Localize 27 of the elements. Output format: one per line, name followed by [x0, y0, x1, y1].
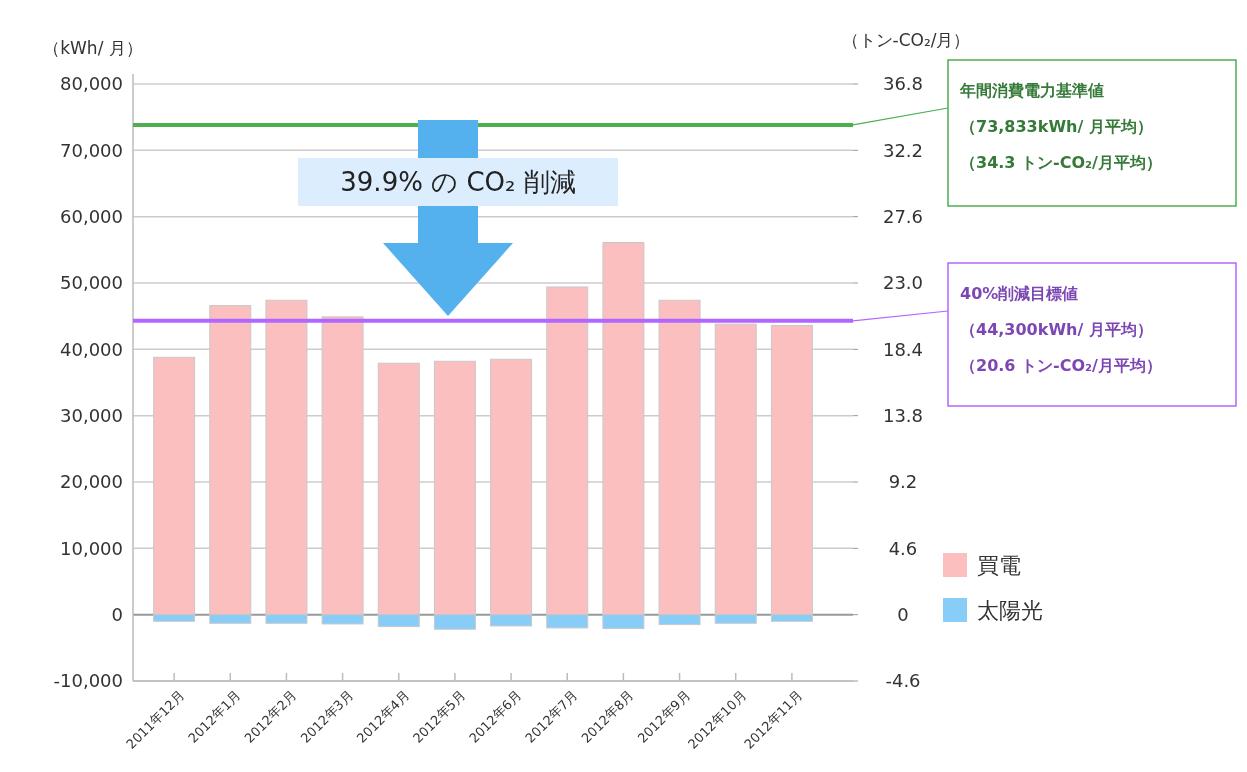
y-tick-label: 0	[111, 603, 123, 625]
y2-tick-label: 23.0	[882, 272, 924, 294]
y-tick-label: 30,000	[60, 404, 123, 426]
annotation: 39.9% の CO₂ 削減	[340, 167, 576, 198]
y2-tick-label: 18.4	[882, 338, 924, 360]
y2-tick-label: 36.8	[882, 73, 924, 95]
y2-tick-label: 32.2	[882, 139, 924, 161]
y-axis-title: （kWh/ 月）	[43, 38, 143, 58]
y-tick-label: 50,000	[60, 272, 123, 294]
y-tick-label: 70,000	[60, 139, 123, 161]
ref-line-label: 40%削減目標値（44,300kWh/ 月平均）（20.6 トン-CO₂/月平均）	[960, 284, 1162, 375]
y2-tick-label: 0	[897, 603, 909, 625]
ref-line-label: 年間消費電力基準値（73,833kWh/ 月平均）（34.3 トン-CO₂/月平均）	[959, 81, 1162, 172]
y-tick-label: 20,000	[60, 471, 123, 493]
y-tick-label: -10,000	[53, 670, 123, 692]
y-tick-label: 60,000	[60, 205, 123, 227]
y2-tick-label: 13.8	[882, 404, 924, 426]
y-tick-label: 10,000	[60, 537, 123, 559]
y2-tick-label: 27.6	[882, 205, 924, 227]
legend-label: 買電	[977, 552, 1021, 578]
y-tick-label: 40,000	[60, 338, 123, 360]
y2-tick-label: -4.6	[885, 670, 921, 692]
y2-tick-label: 4.6	[888, 537, 918, 559]
y2-tick-label: 9.2	[888, 471, 918, 493]
y-tick-label: 80,000	[60, 73, 123, 95]
y2-axis-title: （トン-CO₂/月）	[841, 30, 971, 50]
legend-label: 太陽光	[977, 597, 1043, 623]
